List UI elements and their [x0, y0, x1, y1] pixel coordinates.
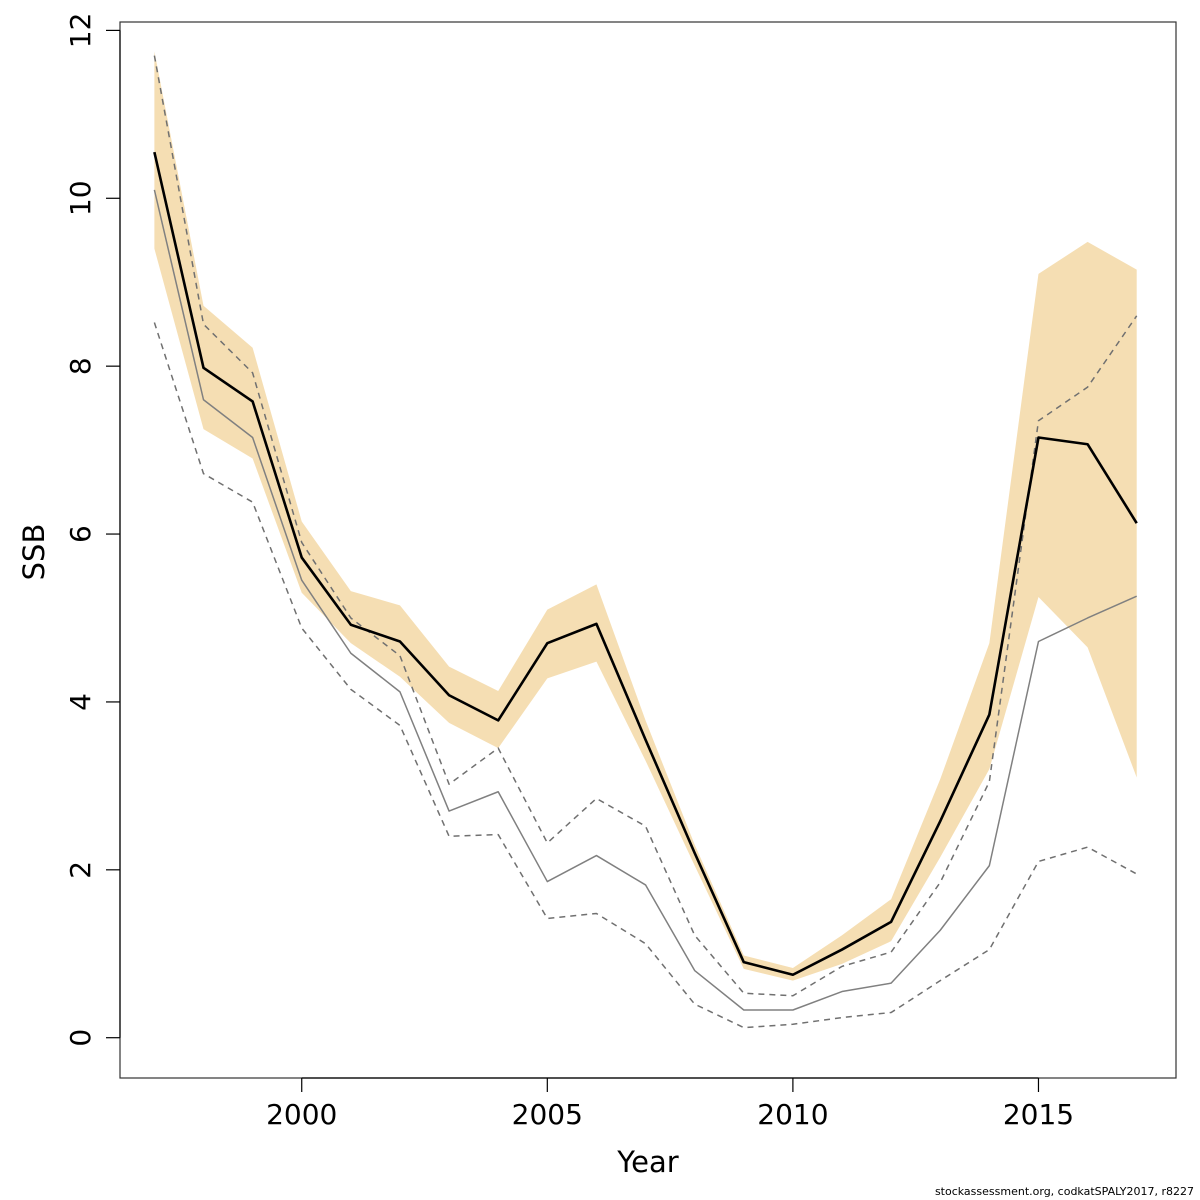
y-axis-title: SSB: [17, 524, 51, 581]
y-tick-label: 12: [64, 13, 97, 49]
plot-layer: [153, 51, 1138, 1029]
x-tick-label: 2010: [757, 1098, 828, 1131]
axis-layer: 2000 2005 2010 2015 0 2 4 6 8 10 12: [64, 13, 1074, 1131]
footer-credit: stockassessment.org, codkatSPALY2017, r8…: [934, 1185, 1194, 1198]
x-axis-title: Year: [616, 1145, 678, 1179]
x-tick-label: 2015: [1003, 1098, 1074, 1131]
y-tick-label: 0: [64, 1029, 97, 1047]
y-tick-label: 8: [64, 357, 97, 375]
series-line-grey-dashed-3: [153, 322, 1138, 1029]
y-tick-label: 4: [64, 693, 97, 711]
y-tick-label: 6: [64, 525, 97, 543]
y-tick-label: 10: [64, 180, 97, 216]
series-line-grey-solid: [153, 189, 1138, 1011]
series-line-estimate: [153, 151, 1138, 977]
y-tick-label: 2: [64, 861, 97, 879]
series-line-grey-dashed-2: [153, 55, 1138, 997]
x-tick-label: 2005: [512, 1098, 583, 1131]
x-tick-label: 2000: [266, 1098, 337, 1131]
